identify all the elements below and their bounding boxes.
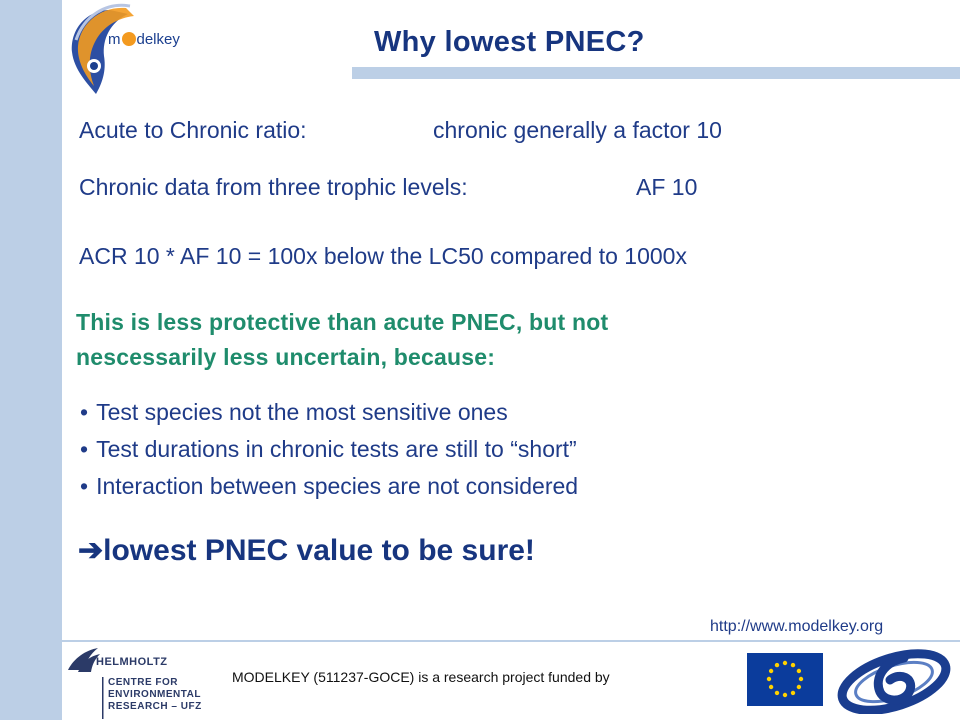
acr-label: Acute to Chronic ratio: [79, 117, 307, 143]
highlight-line-1: This is less protective than acute PNEC,… [76, 309, 609, 335]
eu-flag-icon [747, 653, 823, 706]
acr-value: chronic generally a factor 10 [433, 117, 722, 143]
helmholtz-line-3: ENVIRONMENTAL [108, 689, 201, 700]
funding-text: MODELKEY (511237-GOCE) is a research pro… [232, 669, 610, 685]
chronic-value: AF 10 [636, 174, 698, 200]
calculation-line: ACR 10 * AF 10 = 100x below the LC50 com… [79, 243, 687, 269]
reasons-list: Test species not the most sensitive ones… [80, 394, 578, 505]
modelkey-logo-icon [71, 3, 134, 94]
list-item: Test durations in chronic tests are stil… [80, 431, 578, 468]
list-item: Interaction between species are not cons… [80, 468, 578, 505]
footer-divider [62, 640, 960, 642]
helmholtz-line-2: CENTRE FOR [108, 677, 178, 688]
left-sidebar-band [0, 0, 62, 720]
chronic-label: Chronic data from three trophic levels: [79, 174, 468, 200]
list-item: Test species not the most sensitive ones [80, 394, 578, 431]
logo-dot-icon [121, 32, 136, 46]
website-link[interactable]: http://www.modelkey.org [710, 618, 884, 635]
helmholtz-title: HELMHOLTZ [96, 656, 168, 668]
helmholtz-logo-icon [68, 648, 104, 719]
arrow-right-icon: ➔ [78, 534, 104, 567]
highlight-line-2: nescessarily less uncertain, because: [76, 344, 496, 370]
modelkey-logo-text: m delkey [108, 31, 180, 48]
conclusion: ➔lowest PNEC value to be sure! [78, 533, 535, 568]
slide-title: Why lowest PNEC? [374, 26, 645, 58]
title-underline-bar [352, 67, 960, 79]
helmholtz-line-4: RESEARCH – UFZ [108, 701, 202, 712]
fp6-logo-icon [837, 649, 951, 714]
conclusion-text: lowest PNEC value to be sure! [103, 534, 535, 567]
